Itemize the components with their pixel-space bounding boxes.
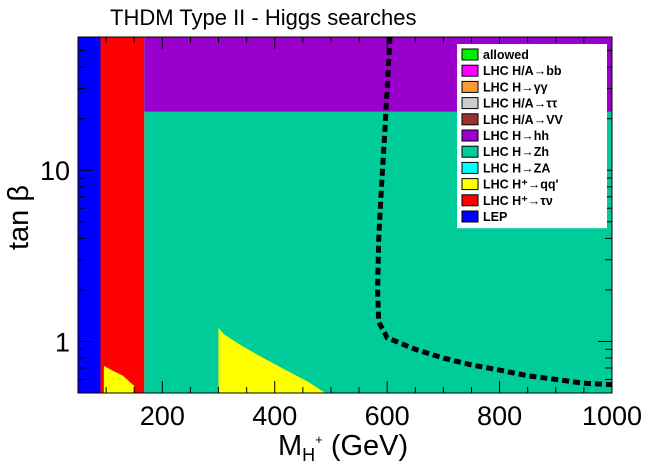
legend-box xyxy=(457,44,607,229)
legend-label-lhc-h-qq: LHC H⁺→qq' xyxy=(483,178,559,192)
legend-label-lhc-h-a-vv: LHC H/A→VV xyxy=(483,113,564,127)
x-tick-label-400: 400 xyxy=(252,401,297,431)
x-tick-label-800: 800 xyxy=(477,401,522,431)
legend-swatch-lhc-h-hh xyxy=(461,129,479,142)
legend-swatch-lhc-h xyxy=(461,194,479,207)
y-tick-label-1: 1 xyxy=(55,327,70,357)
legend-label-lhc-h-za: LHC H→ZA xyxy=(483,161,550,175)
region-lhc-h-qq-4 xyxy=(218,327,326,393)
y-tick-label-10: 10 xyxy=(40,156,70,186)
x-tick-label-600: 600 xyxy=(365,401,410,431)
region-lep-0 xyxy=(78,37,101,393)
y-axis-title-greek: β xyxy=(3,185,35,202)
region-lhc-h-1 xyxy=(100,37,145,393)
legend-swatch-lhc-h-zh xyxy=(461,145,479,158)
legend-swatch-lhc-h-a-bb xyxy=(461,64,479,77)
x-axis-title-main: M xyxy=(278,430,302,462)
legend-label-lhc-h-hh: LHC H→hh xyxy=(483,129,549,143)
legend-swatch-lep xyxy=(461,210,479,223)
axis-ticks: 200 400 600 800 1000 1 10 xyxy=(40,36,642,431)
legend-label-lhc-h: LHC H⁺→τν xyxy=(483,194,553,208)
legend-label-lhc-h: LHC H→γγ xyxy=(483,80,548,94)
y-axis-title-main: tan xyxy=(3,202,35,250)
legend-label-allowed: allowed xyxy=(483,48,529,62)
chart-title: THDM Type II - Higgs searches xyxy=(110,5,416,30)
x-axis-title-sup: + xyxy=(315,432,323,447)
legend-swatch-lhc-h-a xyxy=(461,97,479,110)
legend-label-lhc-h-a: LHC H/A→ττ xyxy=(483,97,558,111)
x-tick-label-1000: 1000 xyxy=(582,401,642,431)
x-tick-label-200: 200 xyxy=(140,401,185,431)
boundary-line xyxy=(375,37,612,388)
region-lhc-h-qq-5 xyxy=(103,365,135,393)
legend-swatch-allowed xyxy=(461,48,479,61)
plot-frame xyxy=(77,36,613,394)
legend-swatch-lhc-h-a-vv xyxy=(461,113,479,126)
legend-swatch-lhc-h-za xyxy=(461,161,479,174)
y-axis-title: tan β xyxy=(3,185,35,250)
legend-swatch-lhc-h-qq xyxy=(461,178,479,191)
x-axis-title-unit: (GeV) xyxy=(323,430,408,462)
legend-swatch-lhc-h xyxy=(461,80,479,93)
x-axis-title-sub: H xyxy=(302,445,315,465)
legend-label-lhc-h-a-bb: LHC H/A→bb xyxy=(483,64,562,78)
boundary-line-layer xyxy=(375,37,612,388)
x-axis-title: MH+ (GeV) xyxy=(278,430,408,465)
legend-label-lhc-h-zh: LHC H→Zh xyxy=(483,145,549,159)
legend: allowed LHC H/A→bb LHC H→γγ LHC H/A→ττ LHC H… xyxy=(457,44,607,229)
legend-label-lep: LEP xyxy=(483,210,507,224)
